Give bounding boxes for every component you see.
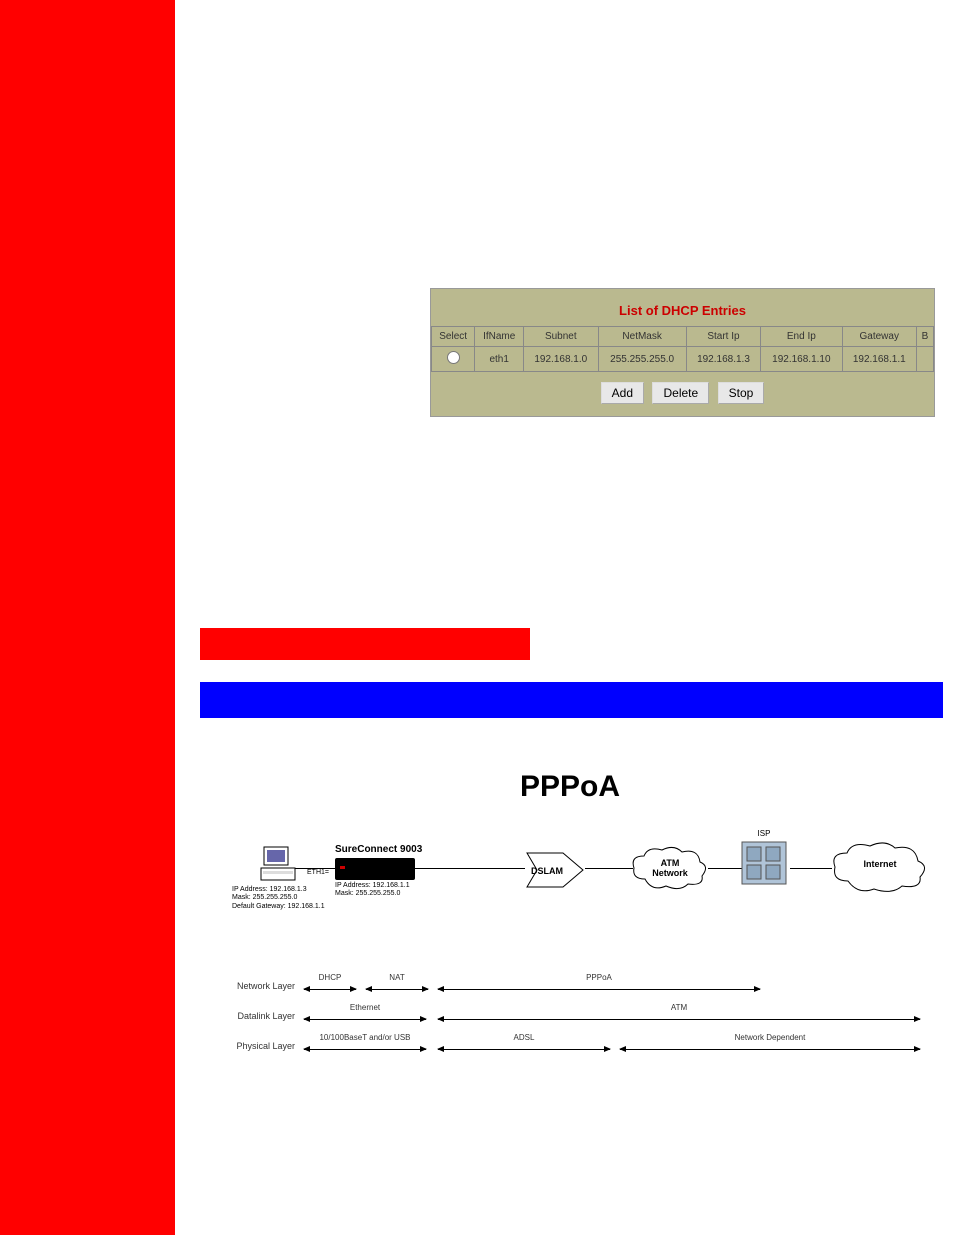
cell-subnet: 192.168.1.0 [524,347,598,372]
router-node: SureConnect 9003 ETH1= IP Address: 192.1… [335,844,422,899]
double-arrow-icon [438,989,760,990]
layer-segment: Network Dependent [616,1035,924,1057]
internet-label: Internet [830,859,930,869]
router-ip: IP Address: 192.168.1.1 [335,882,422,890]
dhcp-th-endip: End Ip [761,327,842,347]
datalink-layer-row: Datalink Layer Ethernet ATM [210,1004,930,1028]
line-isp-internet [790,868,832,869]
cell-gateway: 192.168.1.1 [842,347,916,372]
layer-segment: ATM [434,1005,924,1027]
layer-segment: DHCP [300,975,360,997]
layer-segment: NAT [362,975,432,997]
router-mask: Mask: 255.255.255.0 [335,890,422,898]
eth-label: ETH1= [307,869,329,876]
red-sidebar [0,0,175,1235]
physical-layer-label: Physical Layer [210,1041,300,1051]
isp-label: ISP [740,829,788,838]
cell-netmask: 255.255.255.0 [598,347,686,372]
dhcp-entries-panel: List of DHCP Entries Select IfName Subne… [430,288,935,417]
network-layer-row: Network Layer DHCPNATPPPoA [210,974,930,998]
dhcp-th-b: B [916,327,933,347]
stop-button[interactable]: Stop [718,382,765,404]
dhcp-th-startip: Start Ip [686,327,760,347]
cell-startip: 192.168.1.3 [686,347,760,372]
segment-label: 10/100BaseT and/or USB [300,1033,430,1042]
atm-node: ATM Network [630,844,710,899]
line-atm-isp [708,868,742,869]
cell-endip: 192.168.1.10 [761,347,842,372]
pppoa-title: PPPoA [210,770,930,804]
layer-segment: 10/100BaseT and/or USB [300,1035,430,1057]
internet-node: Internet [830,839,930,900]
dslam-label: DSLAM [531,866,563,876]
segment-label: ADSL [434,1033,614,1042]
double-arrow-icon [304,1049,426,1050]
delete-button[interactable]: Delete [652,382,709,404]
pc-node: IP Address: 192.168.1.3 Mask: 255.255.25… [232,844,325,911]
red-bar [200,628,530,660]
table-row: eth1 192.168.1.0 255.255.255.0 192.168.1… [432,347,934,372]
double-arrow-icon [438,1019,920,1020]
segment-label: Ethernet [300,1003,430,1012]
dhcp-button-row: Add Delete Stop [431,372,934,404]
layer-segment: PPPoA [434,975,764,997]
pc-icon [258,844,298,884]
segment-label: Network Dependent [616,1033,924,1042]
atm-label-2: Network [630,868,710,878]
segment-label: ATM [434,1003,924,1012]
layer-segment: ADSL [434,1035,614,1057]
line-dslam-atm [585,868,633,869]
osi-layers: Network Layer DHCPNATPPPoA Datalink Laye… [210,974,930,1064]
dhcp-th-netmask: NetMask [598,327,686,347]
dhcp-table: Select IfName Subnet NetMask Start Ip En… [431,326,934,372]
line-router-dslam [415,868,525,869]
dhcp-th-gateway: Gateway [842,327,916,347]
add-button[interactable]: Add [601,382,644,404]
blue-bar [200,682,943,718]
layer-segment: Ethernet [300,1005,430,1027]
segment-label: NAT [362,973,432,982]
router-icon [335,858,415,880]
segment-label: DHCP [300,973,360,982]
topology: IP Address: 192.168.1.3 Mask: 255.255.25… [210,844,930,964]
network-layer-label: Network Layer [210,981,300,991]
select-radio[interactable] [447,351,460,364]
router-name: SureConnect 9003 [335,844,422,855]
isp-node: ISP [740,829,788,891]
double-arrow-icon [304,1019,426,1020]
datalink-layer-label: Datalink Layer [210,1011,300,1021]
physical-layer-row: Physical Layer 10/100BaseT and/or USB ADS… [210,1034,930,1058]
cell-ifname: eth1 [475,347,524,372]
segment-label: PPPoA [434,973,764,982]
isp-icon [740,840,788,886]
pppoa-diagram: PPPoA IP Address: 192.168.1.3 Mask: 255.… [210,770,930,1064]
pc-gw: Default Gateway: 192.168.1.1 [232,903,325,911]
double-arrow-icon [304,989,356,990]
dhcp-title: List of DHCP Entries [431,295,934,326]
atm-label-1: ATM [630,858,710,868]
double-arrow-icon [620,1049,920,1050]
dhcp-th-subnet: Subnet [524,327,598,347]
dhcp-th-select: Select [432,327,475,347]
cell-b [916,347,933,372]
pc-ip: IP Address: 192.168.1.3 [232,886,325,894]
double-arrow-icon [366,989,428,990]
pc-mask: Mask: 255.255.255.0 [232,894,325,902]
dhcp-th-ifname: IfName [475,327,524,347]
dslam-node: DSLAM [525,849,585,896]
double-arrow-icon [438,1049,610,1050]
